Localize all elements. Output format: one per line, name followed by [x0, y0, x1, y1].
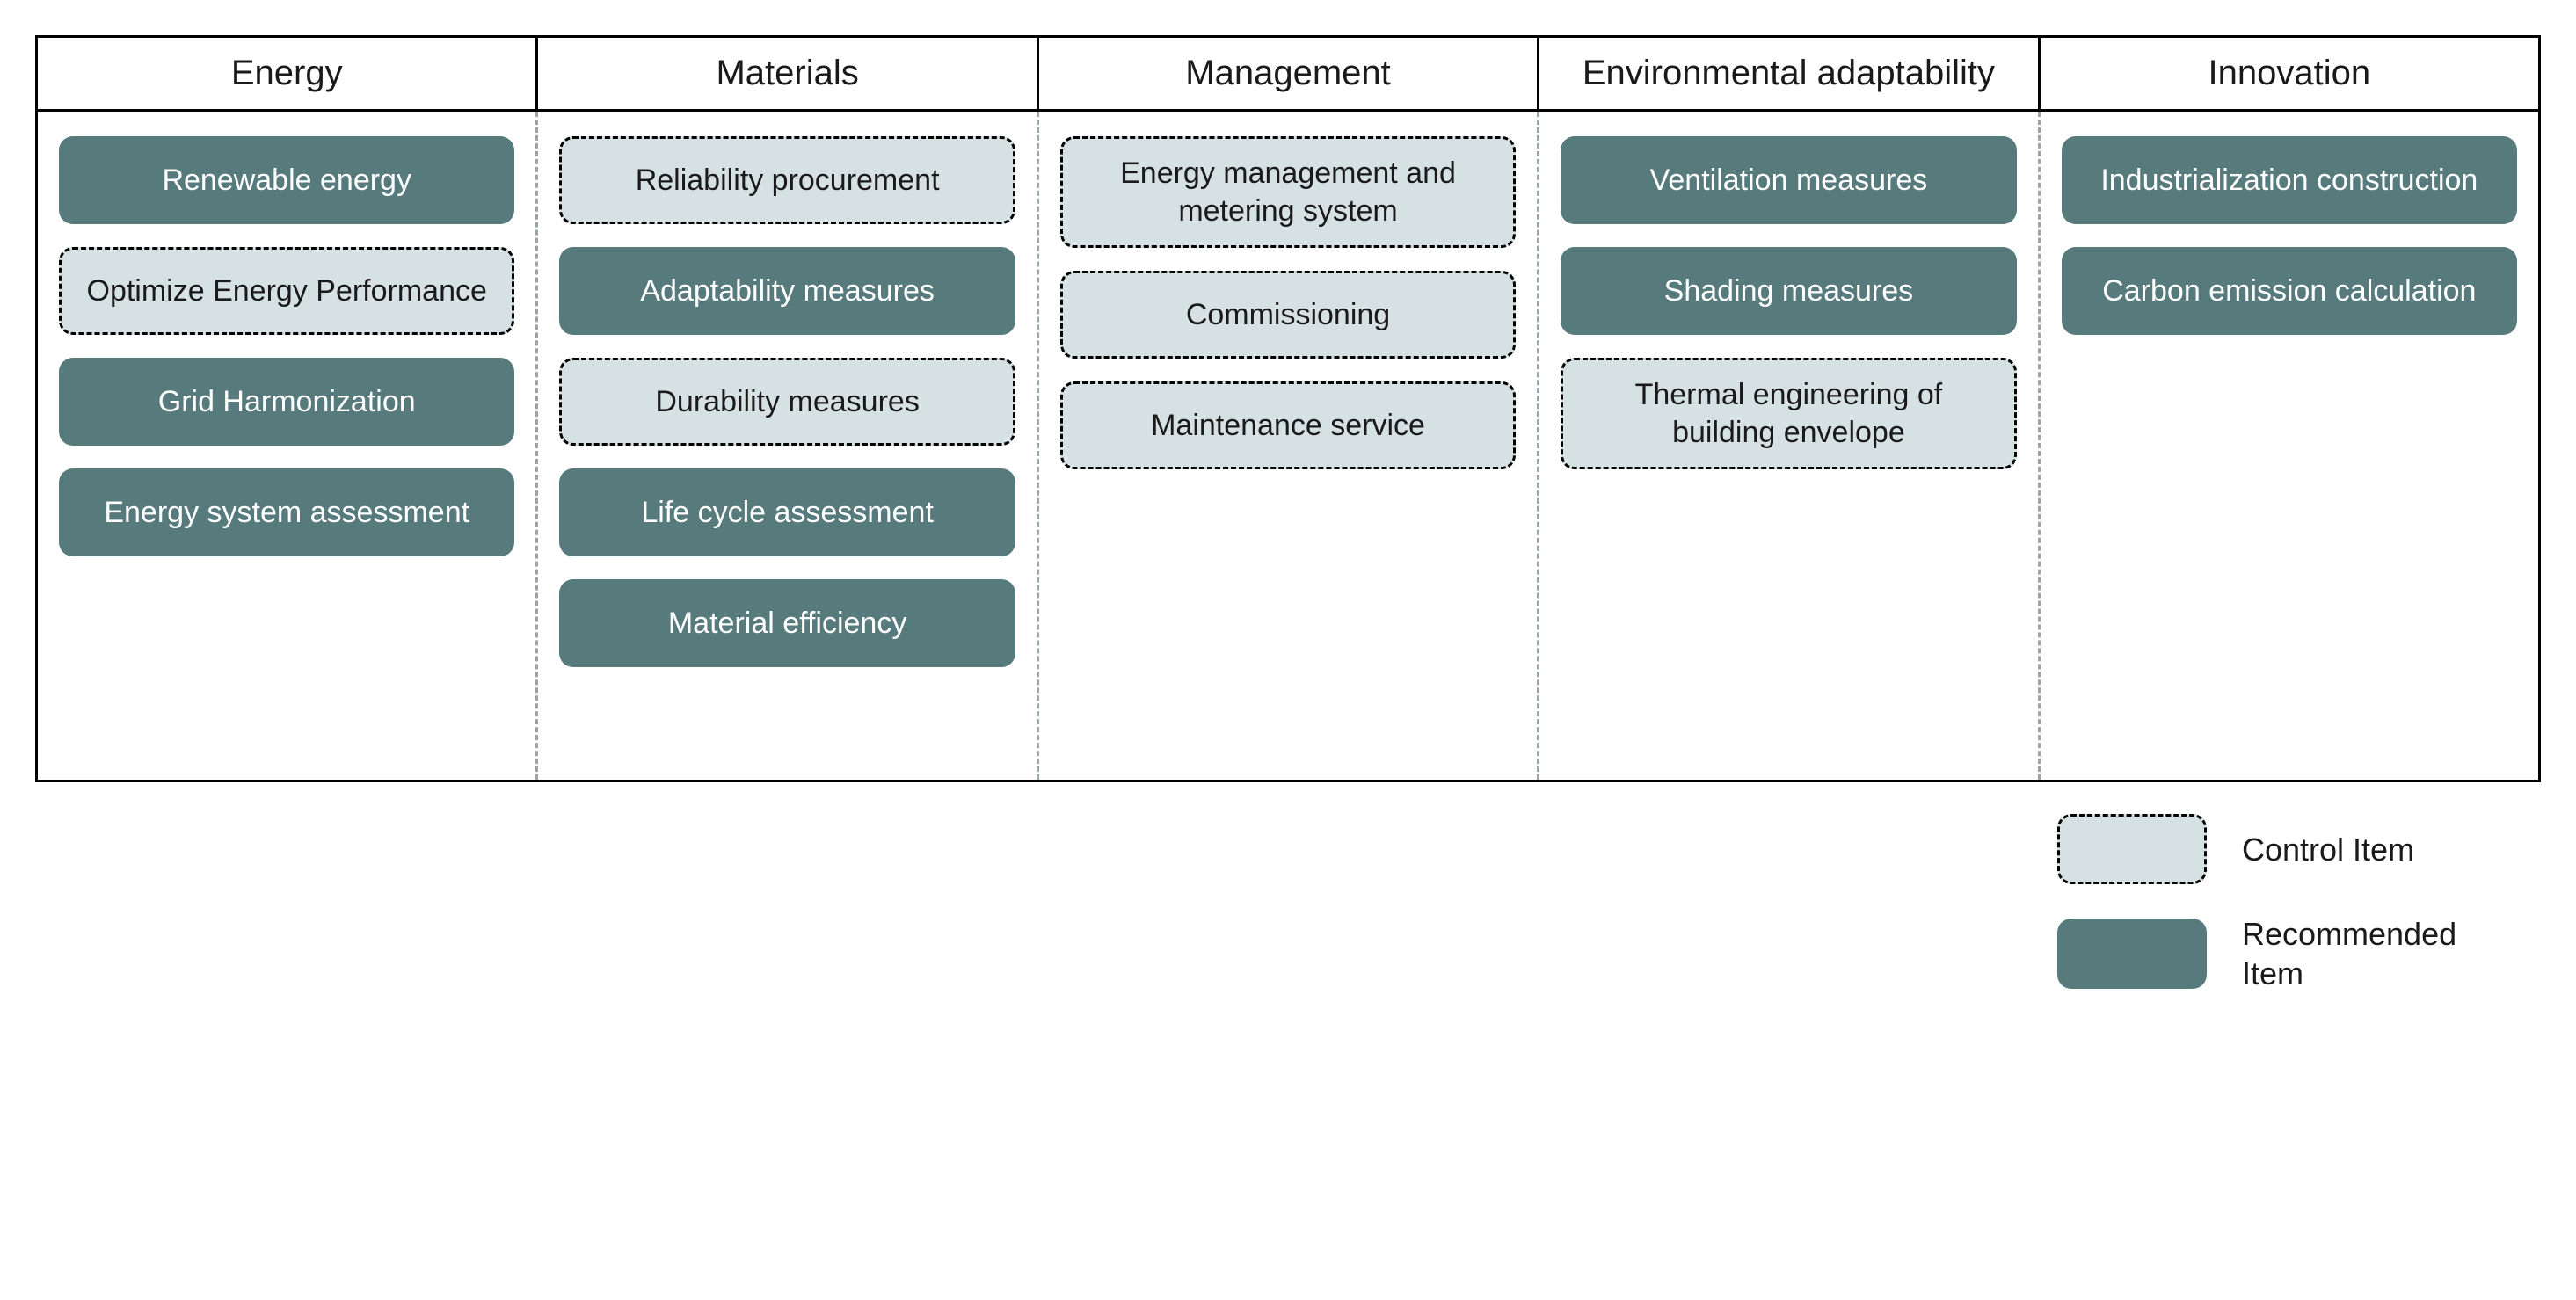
category-item: Energy management and metering system	[1060, 136, 1516, 248]
category-item: Material efficiency	[559, 579, 1015, 667]
body-row: Renewable energy Optimize Energy Performa…	[38, 112, 2538, 780]
category-item: Shading measures	[1561, 247, 2016, 335]
category-item: Maintenance service	[1060, 381, 1516, 469]
legend: Control Item Recommended Item	[2057, 814, 2541, 993]
column-materials: Reliability procurement Adaptability meas…	[538, 112, 1038, 780]
category-item: Industrialization construction	[2062, 136, 2517, 224]
column-energy: Renewable energy Optimize Energy Performa…	[38, 112, 538, 780]
header-management: Management	[1039, 38, 1539, 109]
category-item: Adaptability measures	[559, 247, 1015, 335]
category-item: Ventilation measures	[1561, 136, 2016, 224]
category-table: Energy Materials Management Environmenta…	[35, 35, 2541, 782]
header-innovation: Innovation	[2041, 38, 2538, 109]
category-item: Carbon emission calculation	[2062, 247, 2517, 335]
diagram-container: Energy Materials Management Environmenta…	[35, 35, 2541, 993]
category-item: Renewable energy	[59, 136, 514, 224]
category-item: Commissioning	[1060, 271, 1516, 359]
column-management: Energy management and metering system Com…	[1039, 112, 1539, 780]
category-item: Energy system assessment	[59, 468, 514, 556]
legend-control-swatch	[2057, 814, 2207, 884]
column-environmental: Ventilation measures Shading measures Ther…	[1539, 112, 2040, 780]
category-item: Grid Harmonization	[59, 358, 514, 446]
legend-control-row: Control Item	[2057, 814, 2414, 884]
header-environmental: Environmental adaptability	[1539, 38, 2040, 109]
category-item: Durability measures	[559, 358, 1015, 446]
legend-recommended-row: Recommended Item	[2057, 914, 2488, 993]
legend-control-label: Control Item	[2242, 830, 2414, 869]
legend-recommended-swatch	[2057, 919, 2207, 989]
legend-recommended-label: Recommended Item	[2242, 914, 2488, 993]
category-item: Optimize Energy Performance	[59, 247, 514, 335]
header-energy: Energy	[38, 38, 538, 109]
category-item: Reliability procurement	[559, 136, 1015, 224]
header-row: Energy Materials Management Environmenta…	[38, 38, 2538, 112]
header-materials: Materials	[538, 38, 1038, 109]
category-item: Life cycle assessment	[559, 468, 1015, 556]
column-innovation: Industrialization construction Carbon emi…	[2041, 112, 2538, 780]
category-item: Thermal engineering of building envelope	[1561, 358, 2016, 469]
